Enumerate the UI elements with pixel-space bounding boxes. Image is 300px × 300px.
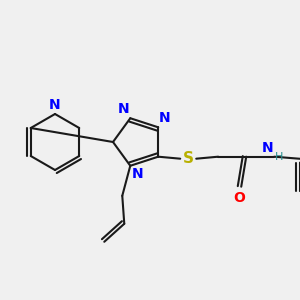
Text: N: N xyxy=(49,98,61,112)
Text: H: H xyxy=(275,152,284,162)
Text: N: N xyxy=(262,141,273,155)
Text: N: N xyxy=(159,111,171,125)
Text: O: O xyxy=(233,191,245,205)
Text: S: S xyxy=(183,151,194,166)
Text: N: N xyxy=(118,102,129,116)
Text: N: N xyxy=(131,167,143,181)
